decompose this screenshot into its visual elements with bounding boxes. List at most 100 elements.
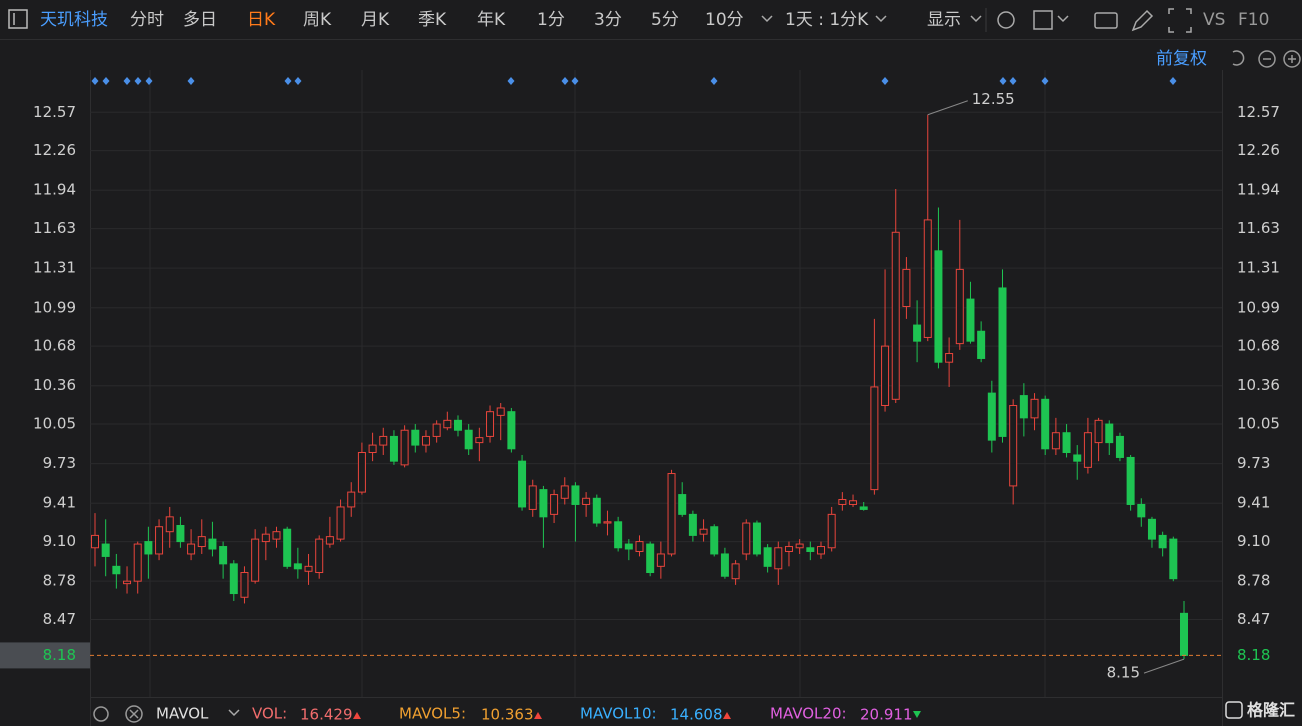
candle-body	[550, 494, 559, 515]
period-tab[interactable]: 3分	[594, 10, 622, 30]
display-menu[interactable]: 显示	[927, 10, 961, 30]
y-tick-label-right: 9.10	[1237, 532, 1270, 550]
event-marker[interactable]	[507, 77, 515, 85]
y-tick-label: 10.68	[33, 337, 76, 355]
fullscreen-icon[interactable]	[1168, 8, 1192, 33]
period-tab[interactable]: 多日	[183, 10, 217, 30]
event-marker[interactable]	[571, 77, 579, 85]
zoom-out[interactable]	[1258, 50, 1276, 68]
event-marker[interactable]	[1009, 77, 1017, 85]
sidebar-toggle[interactable]	[8, 9, 28, 29]
period-tab[interactable]: 分时	[130, 10, 164, 30]
adjust-mode[interactable]: 前复权	[1156, 49, 1207, 69]
watermark: 格隆汇	[1247, 701, 1295, 720]
candle-body	[464, 429, 473, 450]
settings-icon[interactable]	[997, 11, 1015, 29]
candle-body	[496, 407, 505, 416]
event-marker[interactable]	[134, 77, 142, 85]
overlay: 12.55 8.15 8.18 8.18	[0, 90, 1270, 682]
period-tabs: 分时 多日 日K 周K 月K 季K 年K 1分 3分 5分 10分	[130, 10, 744, 30]
event-marker[interactable]	[561, 77, 569, 85]
event-marker[interactable]	[123, 77, 131, 85]
candle-body	[881, 345, 890, 406]
period-tab[interactable]: 10分	[705, 10, 744, 30]
event-marker[interactable]	[187, 77, 195, 85]
chevron[interactable]	[1057, 15, 1069, 23]
candle-body	[261, 533, 270, 543]
candle-body	[784, 546, 793, 552]
candle-body	[838, 499, 847, 505]
period-tab[interactable]: 周K	[303, 10, 332, 30]
indicator-name[interactable]: MAVOL	[156, 705, 209, 723]
period-tab[interactable]: 日K	[247, 10, 276, 30]
mavol10-value: 14.608	[670, 706, 723, 724]
close-cross	[129, 709, 139, 719]
mavol5-label: MAVOL5:	[399, 705, 466, 723]
candle-body	[1062, 432, 1071, 454]
y-tick-label-right: 12.57	[1237, 103, 1280, 121]
candle-body	[870, 386, 879, 491]
zoom-in[interactable]	[1283, 50, 1301, 68]
period-tab[interactable]: 1分	[537, 10, 565, 30]
event-marker[interactable]	[145, 77, 153, 85]
down-arrow	[913, 711, 921, 718]
chevron[interactable]	[761, 15, 773, 23]
candle-body	[1158, 534, 1167, 549]
candle-body	[955, 268, 964, 345]
period-tab[interactable]: 月K	[361, 10, 390, 30]
chevron[interactable]	[970, 15, 982, 23]
period-select[interactable]: 1天 : 1分K	[785, 10, 869, 30]
candle-body	[1083, 432, 1092, 468]
camera-icon[interactable]	[1094, 12, 1118, 29]
indicator-settings[interactable]	[93, 706, 109, 722]
y-tick-label: 8.78	[43, 572, 76, 590]
indicator-close[interactable]	[125, 705, 143, 723]
period-tab[interactable]: 季K	[418, 10, 447, 30]
event-marker[interactable]	[284, 77, 292, 85]
stock-name[interactable]: 天玑科技	[40, 10, 108, 30]
event-marker[interactable]	[999, 77, 1007, 85]
candle-body	[752, 522, 761, 555]
event-marker[interactable]	[1169, 77, 1177, 85]
candle-body	[987, 392, 996, 441]
candle-body	[187, 543, 196, 555]
layout-icon[interactable]	[1033, 10, 1053, 30]
event-marker[interactable]	[102, 77, 110, 85]
mavol20-value: 20.911	[860, 706, 913, 724]
period-tab[interactable]: 5分	[651, 10, 679, 30]
event-markers	[91, 77, 1177, 85]
candle-body	[518, 460, 527, 508]
candle-body	[219, 546, 228, 565]
candle-body	[635, 541, 644, 552]
y-tick-label: 10.99	[33, 298, 76, 316]
candle-body	[486, 411, 495, 437]
reset-icon[interactable]	[1232, 50, 1245, 66]
vs-button[interactable]: VS	[1203, 10, 1225, 30]
y-tick-label-right: 8.78	[1237, 572, 1270, 590]
event-marker[interactable]	[881, 77, 889, 85]
f10-button[interactable]: F10	[1238, 10, 1269, 30]
last-price-box	[0, 642, 90, 669]
event-marker[interactable]	[710, 77, 718, 85]
y-tick-label-right: 12.26	[1237, 141, 1280, 159]
y-tick-label: 10.05	[33, 415, 76, 433]
chevron[interactable]	[228, 709, 240, 717]
event-marker[interactable]	[294, 77, 302, 85]
event-marker[interactable]	[91, 77, 99, 85]
pen-icon[interactable]	[1131, 9, 1154, 32]
y-tick-label: 12.26	[33, 141, 76, 159]
candle-body	[528, 485, 537, 510]
y-tick-label-right: 11.31	[1237, 259, 1280, 277]
y-tick-label-right: 11.94	[1237, 181, 1280, 199]
vol-label: VOL:	[252, 705, 287, 723]
candle-body	[421, 435, 430, 446]
candle-body	[432, 423, 441, 437]
y-tick-label: 11.94	[33, 181, 76, 199]
candle-body	[656, 553, 665, 567]
period-tab[interactable]: 年K	[477, 10, 506, 30]
event-marker[interactable]	[1041, 77, 1049, 85]
chevron[interactable]	[875, 15, 887, 23]
candle-body	[379, 435, 388, 446]
y-tick-label: 11.63	[33, 219, 76, 237]
